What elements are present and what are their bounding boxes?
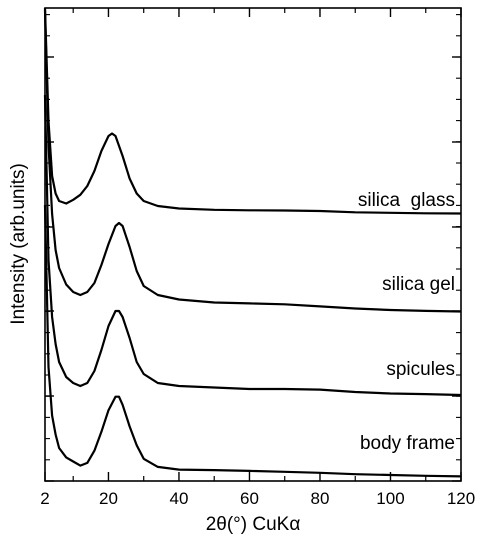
series-labels: silica glass silica gel spicules body frame: [358, 190, 455, 454]
series-label: silica glass: [358, 190, 455, 211]
series-group: [43, 7, 462, 478]
x-tick-label: 120: [447, 489, 475, 508]
x-tick-label: 2: [40, 489, 49, 508]
series-line: [43, 7, 462, 215]
x-tick-label: 60: [240, 489, 259, 508]
x-tick-label: 100: [376, 489, 404, 508]
x-tick-label: 40: [170, 489, 189, 508]
series-line: [43, 204, 462, 478]
x-tick-label: 20: [99, 489, 118, 508]
x-axis-title: 2θ(°) CuKα: [206, 514, 301, 535]
y-axis-title: Intensity (arb.units): [8, 163, 29, 325]
series-line: [43, 94, 462, 397]
series-label: spicules: [386, 359, 455, 380]
series-label: body frame: [360, 433, 455, 454]
series-line: [43, 9, 462, 313]
series-label: silica gel: [382, 274, 455, 295]
x-tick-labels: 2 20 40 60 80 100 120: [40, 489, 475, 508]
x-tick-label: 80: [311, 489, 330, 508]
